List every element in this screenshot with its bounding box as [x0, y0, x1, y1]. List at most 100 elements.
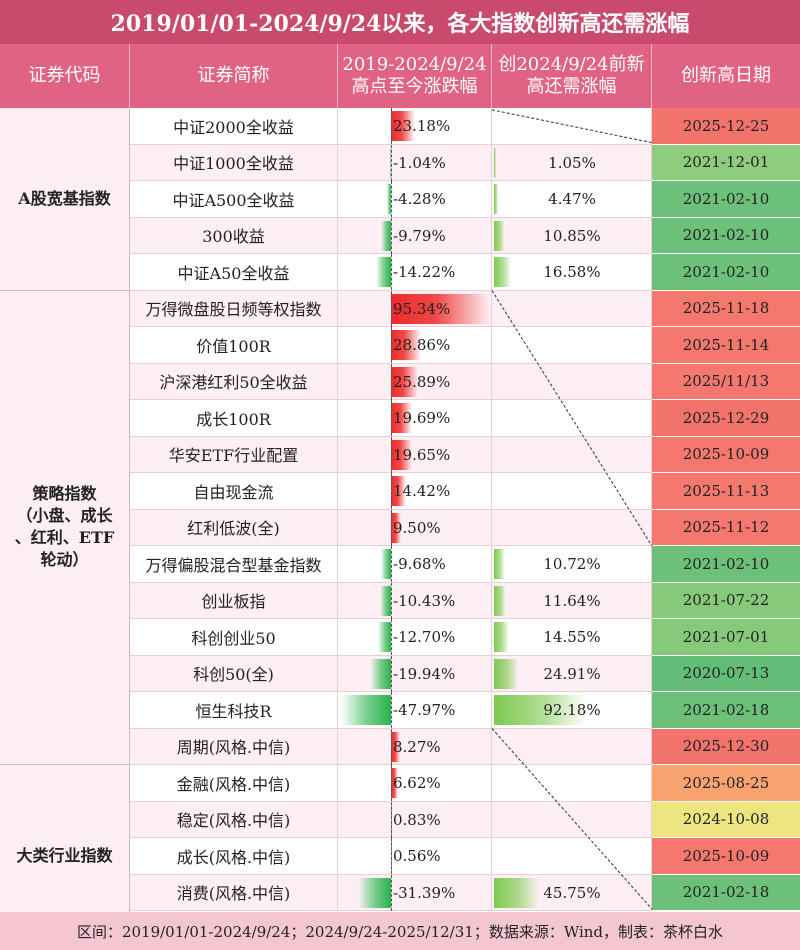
- change-value: -31.39%: [393, 883, 456, 902]
- table-row: 自由现金流 14.42% 2025-11-13: [130, 473, 800, 510]
- table-row: 科创创业50 -12.70% 14.55% 2021-07-01: [130, 619, 800, 656]
- need-cell: [492, 436, 652, 473]
- zero-axis: [391, 363, 392, 400]
- date-cell: 2025-11-13: [652, 473, 800, 510]
- change-cell: 0.83%: [338, 801, 492, 838]
- zero-axis: [391, 546, 392, 582]
- change-value: -19.94%: [393, 664, 456, 683]
- change-bar: [391, 768, 398, 798]
- need-cell: [492, 801, 652, 838]
- change-value: -12.70%: [393, 628, 456, 646]
- need-cell: [492, 473, 652, 510]
- change-cell: 23.18%: [338, 108, 492, 145]
- header-change-line2: 高点至今涨跌幅: [351, 76, 478, 97]
- date-cell: 2025-10-09: [652, 436, 800, 473]
- zero-axis: [391, 400, 392, 436]
- change-bar: [358, 877, 391, 908]
- date-cell: 2020-07-13: [652, 655, 800, 692]
- zero-axis: [391, 144, 392, 181]
- table-row: 稳定(风格.中信) 0.83% 2024-10-08: [130, 801, 800, 838]
- need-value: 10.72%: [543, 555, 601, 573]
- change-cell: -31.39%: [338, 874, 492, 911]
- need-cell: 24.91%: [492, 655, 652, 692]
- need-value: 11.64%: [543, 591, 601, 610]
- change-cell: 19.65%: [338, 436, 492, 473]
- group-label-line: 策略指数: [32, 484, 97, 504]
- change-value: 6.62%: [393, 774, 441, 792]
- change-bar: [391, 111, 416, 141]
- change-value: -9.79%: [393, 226, 446, 245]
- need-cell: 14.55%: [492, 619, 652, 656]
- date-cell: 2025-12-25: [652, 108, 800, 145]
- zero-axis: [391, 181, 392, 217]
- need-value: 16.58%: [543, 263, 601, 281]
- change-value: 19.69%: [393, 409, 451, 427]
- index-name: 科创创业50: [130, 619, 338, 656]
- header-need: 创2024/9/24前新 高还需涨幅: [492, 44, 652, 108]
- need-cell: [492, 509, 652, 546]
- zero-axis: [391, 765, 392, 801]
- index-name: 价值100R: [130, 327, 338, 364]
- change-bar: [391, 476, 407, 506]
- date-cell: 2025-11-18: [652, 290, 800, 327]
- change-bar: [386, 184, 391, 214]
- zero-axis: [391, 619, 392, 655]
- need-bar: [494, 220, 505, 251]
- date-cell: 2021-02-18: [652, 692, 800, 729]
- table-row: 科创50(全) -19.94% 24.91% 2020-07-13: [130, 655, 800, 692]
- zero-axis: [391, 874, 392, 911]
- date-cell: 2021-02-10: [652, 546, 800, 583]
- table-row: 中证A500全收益 -4.28% 4.47% 2021-02-10: [130, 181, 800, 218]
- change-bar: [391, 731, 400, 762]
- header-name: 证券简称: [130, 44, 338, 108]
- need-cell: 10.85%: [492, 217, 652, 254]
- change-value: 28.86%: [393, 336, 451, 354]
- date-cell: 2021-12-01: [652, 144, 800, 181]
- change-cell: -4.28%: [338, 181, 492, 218]
- need-cell: [492, 108, 652, 145]
- need-bar: [494, 585, 506, 616]
- need-bar: [494, 184, 499, 214]
- need-cell: [492, 290, 652, 327]
- change-cell: 95.34%: [338, 290, 492, 327]
- change-value: -14.22%: [393, 263, 456, 281]
- change-value: -1.04%: [393, 153, 446, 172]
- change-cell: 8.27%: [338, 728, 492, 765]
- zero-axis: [391, 509, 392, 546]
- table-row: 消费(风格.中信) -31.39% 45.75% 2021-02-18: [130, 874, 800, 911]
- change-value: -4.28%: [393, 190, 446, 208]
- zero-axis: [391, 254, 392, 290]
- header-change: 2019-2024/9/24 高点至今涨跌幅: [338, 44, 492, 108]
- date-cell: 2025-11-12: [652, 509, 800, 546]
- table-row: 中证2000全收益 23.18% 2025-12-25: [130, 108, 800, 145]
- table-body: 中证2000全收益 23.18% 2025-12-25 中证1000全收益 -1.04%…: [0, 108, 800, 948]
- date-cell: 2021-02-10: [652, 181, 800, 218]
- change-cell: -9.79%: [338, 217, 492, 254]
- change-cell: 9.50%: [338, 509, 492, 546]
- table-row: 成长100R 19.69% 2025-12-29: [130, 400, 800, 437]
- change-value: 23.18%: [393, 117, 451, 135]
- date-cell: 2024-10-08: [652, 801, 800, 838]
- need-bar: [494, 622, 509, 652]
- change-cell: 19.69%: [338, 400, 492, 437]
- zero-axis: [391, 436, 392, 473]
- change-value: -9.68%: [393, 555, 446, 573]
- table-row: 沪深港红利50全收益 25.89% 2025/11/13: [130, 363, 800, 400]
- header-code: 证券代码: [0, 44, 130, 108]
- date-cell: 2025-12-29: [652, 400, 800, 437]
- index-name: 华安ETF行业配置: [130, 436, 338, 473]
- index-name: 万得微盘股日频等权指数: [130, 290, 338, 327]
- change-cell: -9.68%: [338, 546, 492, 583]
- group-label-text: A股宽基指数: [18, 188, 110, 210]
- index-name: 恒生科技R: [130, 692, 338, 729]
- date-cell: 2021-02-10: [652, 217, 800, 254]
- need-bar: [494, 549, 505, 579]
- table-row: 中证1000全收益 -1.04% 1.05% 2021-12-01: [130, 144, 800, 181]
- need-cell: [492, 765, 652, 802]
- change-bar: [391, 403, 412, 433]
- index-name: 金融(风格.中信): [130, 765, 338, 802]
- change-bar: [377, 622, 391, 652]
- change-value: 14.42%: [393, 482, 451, 500]
- group-label-line: 大类行业指数: [16, 845, 113, 865]
- table-row: 价值100R 28.86% 2025-11-14: [130, 327, 800, 364]
